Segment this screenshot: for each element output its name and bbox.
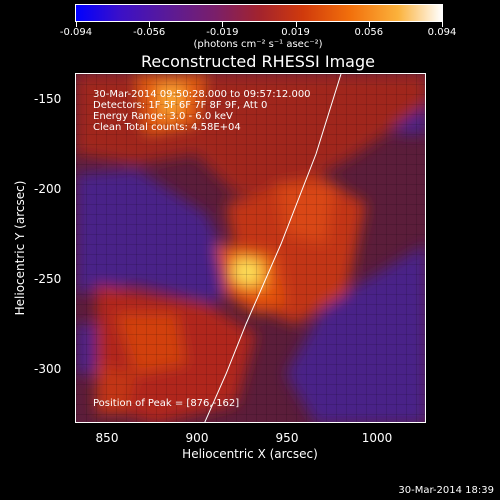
timestamp: 30-Mar-2014 18:39 <box>398 485 494 496</box>
colorbar-tick-mark <box>295 21 297 27</box>
x-tick-label: 850 <box>95 431 119 445</box>
colorbar-tick-label: 0.019 <box>281 27 310 38</box>
plot-title: Reconstructed RHESSI Image <box>141 52 375 71</box>
peak-position-label: Position of Peak = [876,-162] <box>93 398 240 409</box>
y-tick-label: -200 <box>34 182 62 196</box>
colorbar-tick-mark <box>442 21 443 27</box>
colorbar-tick-label: -0.019 <box>206 27 239 38</box>
colorbar-tick-label: -0.094 <box>59 27 93 38</box>
colorbar-tick-mark <box>368 21 370 27</box>
y-tick-label: -250 <box>34 272 62 286</box>
colorbar-tick-label: 0.094 <box>427 27 457 38</box>
time-range-label: 30-Mar-2014 09:50:28.000 to 09:57:12.000 <box>93 89 311 100</box>
colorbar-tick-mark <box>149 21 151 27</box>
colorbar-tick-label: 0.056 <box>354 27 384 38</box>
clean-counts-label: Clean Total counts: 4.58E+04 <box>93 122 241 133</box>
energy-range-label: Energy Range: 3.0 - 6.0 keV <box>93 111 233 122</box>
colorbar-units: (photons cm⁻² s⁻¹ asec⁻²) <box>193 39 323 50</box>
x-axis-label: Heliocentric X (arcsec) <box>182 447 318 461</box>
colorbar-tick-label: -0.056 <box>133 27 166 38</box>
x-tick-label: 1000 <box>361 431 393 445</box>
solar-limb-line <box>204 74 342 422</box>
colorbar <box>75 4 443 22</box>
x-tick-label: 950 <box>275 431 299 445</box>
colorbar-tick-mark <box>76 21 77 27</box>
colorbar-tick-mark <box>222 21 224 27</box>
detectors-label: Detectors: 1F 5F 6F 7F 8F 9F, Att 0 <box>93 100 268 111</box>
rhessi-image <box>75 73 426 423</box>
x-tick-label: 900 <box>185 431 209 445</box>
y-tick-label: -300 <box>34 362 62 376</box>
y-tick-label: -150 <box>34 92 62 106</box>
y-axis-label: Heliocentric Y (arcsec) <box>13 180 27 316</box>
